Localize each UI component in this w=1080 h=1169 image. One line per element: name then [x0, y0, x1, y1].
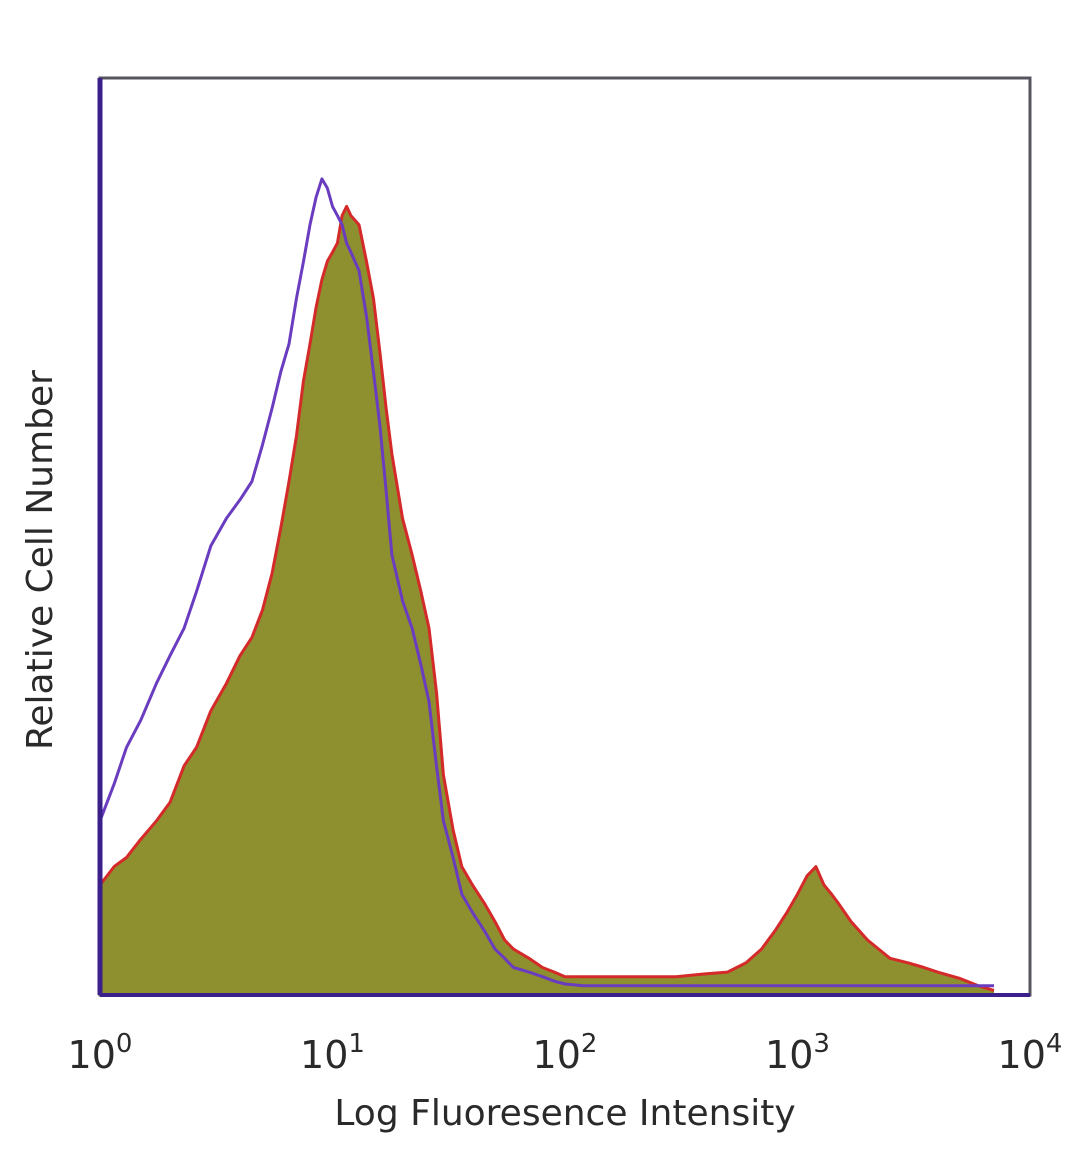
y-axis-label: Relative Cell Number: [20, 370, 61, 750]
x-tick-exponent: 1: [348, 1029, 365, 1059]
x-axis-label: Log Fluoresence Intensity: [334, 1093, 795, 1134]
x-tick-exponent: 2: [581, 1029, 598, 1059]
x-tick-label-4: 104: [998, 1029, 1063, 1077]
x-tick-exponent: 4: [1046, 1029, 1063, 1059]
series-2-line: [98, 177, 994, 988]
series-1-filled-area: [100, 206, 994, 995]
series-1-line: [98, 204, 995, 992]
x-tick-base: 10: [765, 1033, 813, 1077]
series-layer: [98, 177, 995, 995]
x-tick-exponent: 3: [813, 1029, 830, 1059]
x-tick-label-2: 102: [533, 1029, 598, 1077]
x-tick-label-0: 100: [68, 1029, 133, 1077]
x-tick-label-3: 103: [765, 1029, 830, 1077]
x-tick-base: 10: [533, 1033, 581, 1077]
x-tick-base: 10: [300, 1033, 348, 1077]
x-tick-exponent: 0: [116, 1029, 133, 1059]
x-tick-labels: 100 101 102 103 104: [68, 1029, 1063, 1077]
x-tick-base: 10: [68, 1033, 116, 1077]
x-tick-base: 10: [998, 1033, 1046, 1077]
x-tick-label-1: 101: [300, 1029, 365, 1077]
